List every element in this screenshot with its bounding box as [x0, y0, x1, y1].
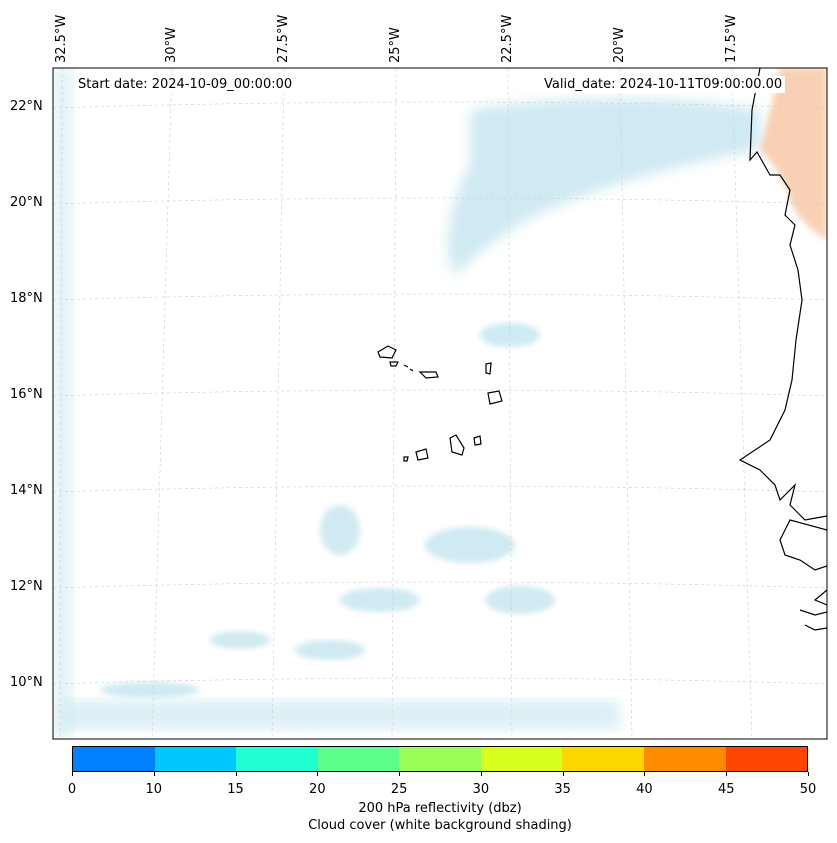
colorbar-tick-label: 45 — [717, 782, 735, 797]
colorbar-segment-4 — [399, 747, 481, 771]
cloud-cover-shading — [53, 68, 760, 739]
lat-label-12n: 12°N — [10, 579, 43, 594]
lat-label-18n: 18°N — [10, 291, 43, 306]
colorbar-title: 200 hPa reflectivity (dbz) — [358, 801, 522, 816]
lon-label-32-5w: 32.5°W — [54, 14, 69, 63]
colorbar-tick-label: 35 — [554, 782, 571, 797]
colorbar-tick-label: 40 — [636, 782, 653, 797]
reflectivity-patch — [760, 68, 827, 240]
colorbar-tick-label: 50 — [799, 782, 817, 797]
colorbar-tickmark — [317, 772, 319, 776]
colorbar-tickmark — [480, 772, 482, 776]
lon-label-27-5w: 27.5°W — [276, 14, 291, 63]
colorbar-subtitle: Cloud cover (white background shading) — [308, 818, 572, 833]
lat-label-16n: 16°N — [10, 387, 43, 402]
colorbar-segment-3 — [317, 747, 400, 771]
lon-label-17-5w: 17.5°W — [724, 14, 739, 63]
colorbar-segment-1 — [154, 747, 237, 771]
start-date-label: Start date: 2024-10-09_00:00:00 — [75, 76, 296, 93]
lat-label-22n: 22°N — [10, 99, 43, 114]
colorbar-tick-label: 25 — [390, 782, 408, 797]
lat-label-20n: 20°N — [10, 195, 43, 210]
colorbar-tickmark — [808, 772, 809, 776]
colorbar-tickmark — [562, 772, 564, 776]
gridlines — [53, 68, 827, 739]
colorbar-tick-label: 15 — [227, 782, 244, 797]
lon-label-25w: 25°W — [388, 27, 403, 63]
colorbar-tick-label: 20 — [309, 782, 326, 797]
colorbar-segment-0 — [73, 747, 155, 771]
lon-label-22-5w: 22.5°W — [500, 14, 515, 63]
colorbar-segment-8 — [725, 747, 808, 771]
colorbar-tick-label: 10 — [145, 782, 163, 797]
reflectivity-colorbar — [72, 746, 808, 772]
colorbar-tickmark — [72, 772, 73, 776]
colorbar-tick-label: 0 — [67, 782, 77, 797]
colorbar-tickmark — [153, 772, 155, 776]
cape-verde-islands — [377, 345, 503, 462]
colorbar-segment-7 — [643, 747, 726, 771]
lon-label-30w: 30°W — [164, 27, 179, 63]
lon-label-20w: 20°W — [612, 27, 627, 63]
africa-coastline — [738, 68, 827, 521]
colorbar-tickmark — [726, 772, 728, 776]
lat-label-14n: 14°N — [10, 483, 43, 498]
colorbar-tickmark — [235, 772, 237, 776]
colorbar-tick-label: 30 — [472, 782, 490, 797]
colorbar-tickmark — [644, 772, 646, 776]
colorbar-segment-2 — [236, 747, 318, 771]
colorbar-segment-6 — [562, 747, 644, 771]
lat-label-10n: 10°N — [10, 675, 43, 690]
colorbar-segment-5 — [480, 747, 563, 771]
valid-date-label: Valid_date: 2024-10-11T09:00:00.00 — [541, 76, 786, 93]
colorbar-tickmark — [399, 772, 401, 776]
